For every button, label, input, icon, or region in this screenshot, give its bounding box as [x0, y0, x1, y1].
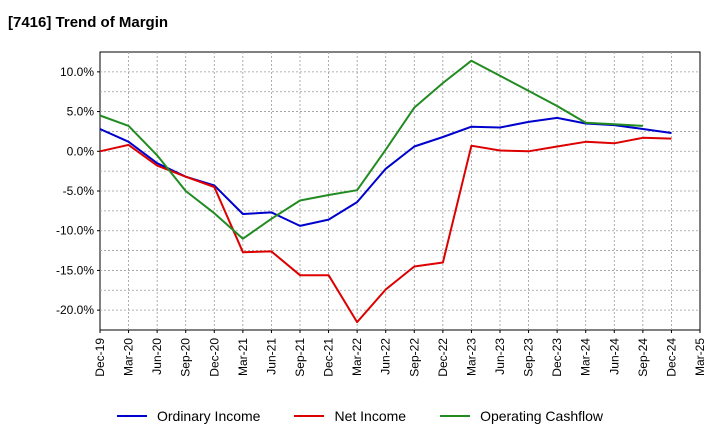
- legend-label-ordinary-income: Ordinary Income: [156, 408, 261, 424]
- x-tick-label: Sep-20: [179, 338, 193, 377]
- x-tick-label: Mar-21: [236, 338, 250, 376]
- x-tick-label: Dec-19: [93, 338, 107, 377]
- legend-item-ordinary-income: Ordinary Income: [116, 408, 261, 424]
- series-line-net-income: [99, 136, 672, 324]
- legend-label-net-income: Net Income: [334, 408, 407, 424]
- y-tick-label: 10.0%: [60, 65, 94, 79]
- legend-swatch-operating-cashflow: [440, 415, 471, 417]
- y-tick-label: -5.0%: [63, 184, 95, 198]
- x-tick-label: Mar-22: [350, 338, 364, 376]
- chart-title: [7416] Trend of Margin: [8, 14, 169, 31]
- x-tick-label: Sep-21: [293, 338, 307, 377]
- x-tick-label: Dec-21: [322, 338, 336, 377]
- legend-swatch-ordinary-income: [116, 415, 147, 417]
- x-tick-label: Jun-20: [150, 338, 164, 375]
- y-tick-label: 0.0%: [67, 144, 95, 158]
- x-tick-label: Mar-20: [122, 338, 136, 376]
- x-tick-label: Mar-23: [464, 338, 478, 376]
- legend: Ordinary Income Net Income Operating Cas…: [0, 404, 720, 428]
- series-line-operating-cashflow: [99, 59, 643, 240]
- y-tick-label: 5.0%: [67, 105, 95, 119]
- x-tick-label: Dec-24: [664, 338, 678, 377]
- x-tick-label: Dec-23: [550, 338, 564, 377]
- legend-item-net-income: Net Income: [294, 408, 406, 424]
- x-tick-label: Sep-23: [522, 338, 536, 377]
- series-layer: [99, 59, 672, 324]
- x-tick-label: Jun-23: [493, 338, 507, 375]
- x-tick-label: Dec-20: [207, 338, 221, 377]
- x-tick-label: Sep-22: [407, 338, 421, 377]
- margin-chart: 10.0% 5.0% 0.0% -5.0% -10.0% -15.0% -20.0% Dec-…: [56, 51, 707, 377]
- y-tick-label: -15.0%: [56, 263, 94, 277]
- x-tick-label: Mar-24: [579, 338, 593, 376]
- x-tick-label: Jun-21: [264, 338, 278, 375]
- x-tick-label: Sep-24: [636, 338, 650, 377]
- legend-label-operating-cashflow: Operating Cashflow: [480, 408, 604, 424]
- y-tick-label: -10.0%: [56, 224, 94, 238]
- x-tick-label: Mar-25: [693, 338, 707, 376]
- legend-swatch-net-income: [294, 415, 325, 417]
- axis-layer: 10.0% 5.0% 0.0% -5.0% -10.0% -15.0% -20.0% Dec-…: [56, 65, 707, 377]
- grid-layer: [99, 51, 701, 331]
- x-tick-label: Jun-24: [607, 338, 621, 375]
- x-tick-label: Jun-22: [379, 338, 393, 375]
- x-tick-label: Dec-22: [436, 338, 450, 377]
- legend-item-operating-cashflow: Operating Cashflow: [440, 408, 603, 424]
- y-tick-label: -20.0%: [56, 303, 94, 317]
